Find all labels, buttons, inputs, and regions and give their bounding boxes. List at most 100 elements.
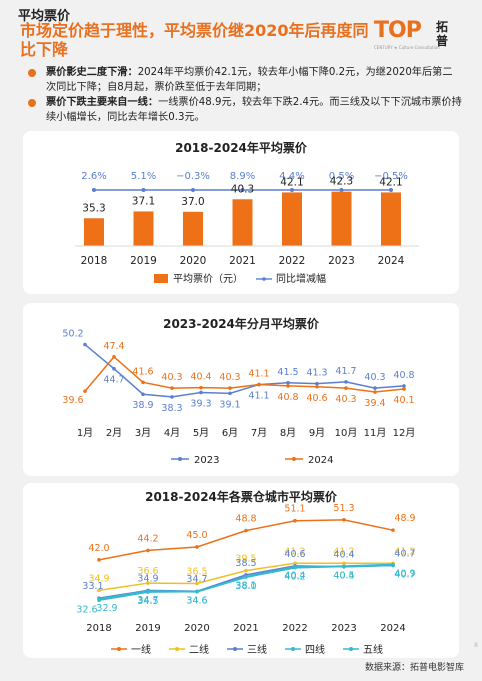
series-point <box>391 528 395 532</box>
series-point <box>195 589 199 594</box>
bullet-dot-icon <box>28 69 36 77</box>
monthly-price-chart: 2023-2024年分月平均票价 50.2 44.7 38.9 38.3 39.3 39.1… <box>62 316 416 466</box>
point-label: 41.1 <box>248 391 269 402</box>
point-label: 51.3 <box>333 503 354 514</box>
yoy-point <box>389 188 393 192</box>
bar <box>183 211 203 246</box>
yoy-label: 8.9% <box>230 171 255 182</box>
yoy-label: 5.1% <box>131 171 156 182</box>
point-label: 40.3 <box>219 372 240 383</box>
yoy-label: −0.3% <box>176 171 210 182</box>
series-point <box>141 392 145 397</box>
point-label: 36.6 <box>137 566 158 577</box>
x-tick-label: 2019 <box>130 255 157 267</box>
x-tick-label: 2023 <box>331 623 356 634</box>
chart-panel-annual: 2018-2024年平均票价 2.6% 35.3 2018 5.1% 37.1 2019 −0… <box>23 131 459 294</box>
tier-price-chart: 2018-2024年各票仓城市平均票价 42.0 44.2 45.0 48.8 51.1 5… <box>76 489 415 656</box>
section-label: 平均票价 <box>18 9 71 24</box>
series-point <box>199 385 203 390</box>
chart-panel-tier: 2018-2024年各票仓城市平均票价 42.0 44.2 45.0 48.8 51.1 5… <box>23 483 459 658</box>
legend-label: 2023 <box>194 455 219 466</box>
x-tick-label: 2024 <box>380 623 405 634</box>
page-number: 8 <box>474 642 478 649</box>
point-label: 41.1 <box>248 369 269 380</box>
point-label: 41.2 <box>333 546 354 557</box>
series-point <box>257 382 261 387</box>
point-label: 34.7 <box>186 574 207 585</box>
bar-label: 35.3 <box>82 202 105 214</box>
chart-panel-monthly: 2023-2024年分月平均票价 50.2 44.7 38.9 38.3 39.3 39.1… <box>23 303 459 476</box>
yoy-point <box>141 188 146 192</box>
point-label: 47.4 <box>103 341 124 352</box>
summary-bullets: 票价影史二度下滑：2024年平均票价42.1元，较去年小幅下降0.2元，为继20… <box>28 66 462 126</box>
series-point <box>97 597 101 601</box>
legend-swatch-point <box>233 647 237 651</box>
point-label: 40.4 <box>333 571 354 582</box>
series-point <box>286 384 290 388</box>
legend-label: 五线 <box>363 643 383 656</box>
bullet-lead: 票价影史二度下滑： <box>46 67 138 78</box>
series-point <box>342 564 346 569</box>
series-point <box>146 581 150 585</box>
series-point <box>391 562 395 567</box>
bullet-item: 票价影史二度下滑：2024年平均票价42.1元，较去年小幅下降0.2元，为继20… <box>28 66 462 95</box>
annual-price-chart: 2018-2024年平均票价 2.6% 35.3 2018 5.1% 37.1 2019 −0… <box>75 140 419 285</box>
x-tick-label: 2020 <box>184 623 209 634</box>
logo-brand-name: 拓普 <box>436 20 449 48</box>
point-label: 39.1 <box>219 399 240 410</box>
chart-title: 2018-2024年各票仓城市平均票价 <box>145 489 338 504</box>
logo-mark: TOP <box>374 18 422 43</box>
series-point <box>342 561 346 566</box>
point-label: 50.2 <box>62 329 83 340</box>
point-label: 41.7 <box>335 366 356 377</box>
point-label: 38.3 <box>161 403 182 414</box>
bar <box>232 199 253 246</box>
point-label: 40.9 <box>394 569 415 580</box>
data-source: 数据来源：拓普电影智库 <box>364 663 464 673</box>
point-label: 34.6 <box>186 596 207 607</box>
x-tick-label: 1月 <box>77 427 93 439</box>
series-point <box>315 381 319 386</box>
yoy-point <box>290 188 294 192</box>
x-tick-label: 8月 <box>280 427 296 439</box>
series-point <box>344 380 348 384</box>
series-point <box>83 342 87 347</box>
point-label: 40.3 <box>364 372 385 383</box>
point-label: 44.2 <box>137 533 158 544</box>
x-tick-label: 9月 <box>309 427 325 439</box>
point-label: 42.0 <box>88 543 109 554</box>
point-label: 39.4 <box>364 398 385 409</box>
legend-swatch-point <box>117 647 121 651</box>
series-point <box>293 561 297 566</box>
legend-swatch-point <box>175 647 179 651</box>
point-label: 32.6 <box>76 604 97 615</box>
x-tick-label: 5月 <box>193 427 209 439</box>
x-tick-label: 2月 <box>106 427 122 439</box>
x-tick-label: 11月 <box>364 427 387 439</box>
bar <box>331 191 352 246</box>
x-tick-label: 2018 <box>86 623 111 634</box>
bullet-item: 票价下跌主要来自一线：一线票价48.9元，较去年下跌2.4元。而三线及以下下沉城… <box>28 96 462 125</box>
series-point <box>293 565 297 570</box>
series-point <box>146 589 150 594</box>
point-label: 33.1 <box>82 581 103 592</box>
legend-label: 二线 <box>189 643 209 656</box>
point-label: 48.9 <box>394 513 415 524</box>
series-point <box>146 548 150 553</box>
x-tick-label: 4月 <box>164 427 180 439</box>
yoy-label: 4.4% <box>279 171 304 182</box>
series-point <box>97 558 101 562</box>
point-label: 34.9 <box>88 573 109 584</box>
yoy-point <box>339 188 344 192</box>
series-point <box>293 518 297 523</box>
yoy-point <box>92 188 96 192</box>
x-tick-label: 2022 <box>282 623 307 634</box>
point-label: 38.5 <box>235 558 256 569</box>
bullet-text: 2024年平均票价42.1元，较去年小幅下降0.2元，为继2020年后第二次同比… <box>46 67 453 93</box>
point-label: 40.5 <box>333 570 354 581</box>
legend-swatch-point <box>178 457 182 461</box>
x-tick-label: 12月 <box>393 427 416 439</box>
page-headline: 市场定价趋于理性，平均票价继2020年后再度同比下降 <box>20 21 369 59</box>
x-tick-label: 2021 <box>229 255 256 267</box>
point-label: 41.6 <box>132 366 153 377</box>
